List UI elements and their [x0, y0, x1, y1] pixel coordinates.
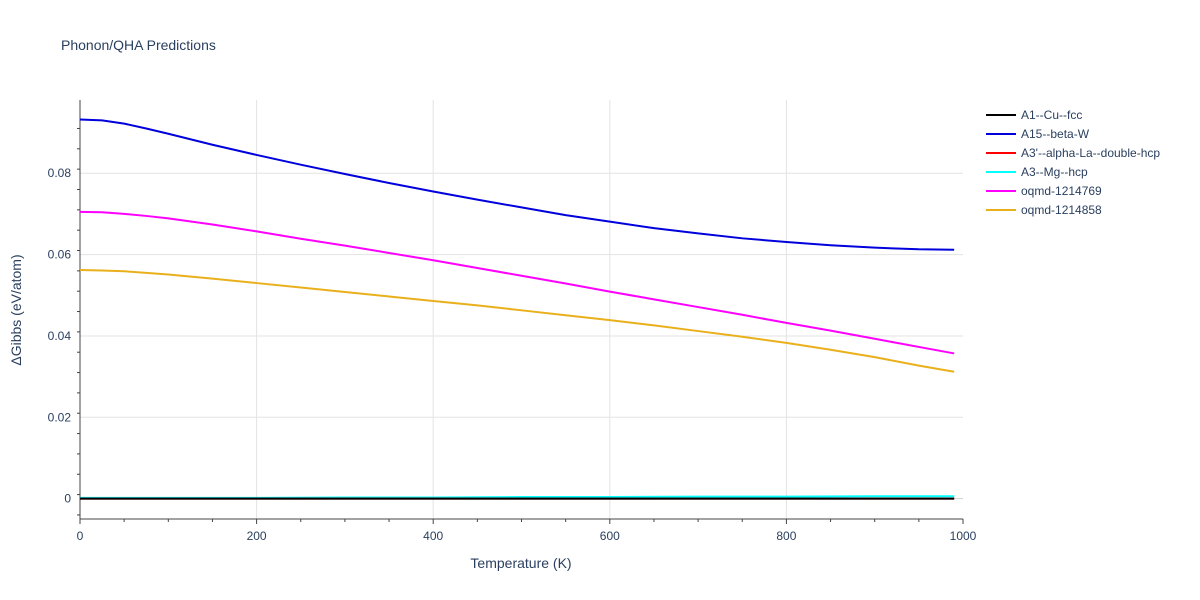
legend-label: oqmd-1214858 — [1021, 203, 1102, 217]
legend-label: A3--Mg--hcp — [1021, 165, 1088, 179]
legend-item[interactable]: A3--Mg--hcp — [986, 165, 1088, 179]
legend-item[interactable]: A15--beta-W — [986, 127, 1090, 141]
plot-area[interactable] — [79, 118, 955, 500]
chart-title: Phonon/QHA Predictions — [61, 37, 216, 53]
x-tick-labels: 0 200 400 600 800 1000 — [77, 529, 977, 543]
x-tick-label: 800 — [776, 529, 796, 543]
x-tick-label: 600 — [600, 529, 620, 543]
series-line-oqmd-1214858[interactable] — [79, 269, 955, 373]
series-line-oqmd-1214769[interactable] — [79, 210, 955, 355]
axes — [77, 100, 964, 524]
x-tick-label: 1000 — [950, 529, 977, 543]
legend-label: A1--Cu--fcc — [1021, 108, 1082, 122]
y-tick-label: 0.02 — [48, 410, 72, 424]
y-tick-label: 0 — [64, 492, 71, 506]
legend-label: A15--beta-W — [1021, 127, 1090, 141]
legend-item[interactable]: A1--Cu--fcc — [986, 108, 1082, 122]
x-tick-label: 400 — [423, 529, 443, 543]
legend-label: oqmd-1214769 — [1021, 184, 1102, 198]
legend-item[interactable]: oqmd-1214858 — [986, 203, 1102, 217]
x-tick-label: 0 — [77, 529, 84, 543]
legend-label: A3'--alpha-La--double-hcp — [1021, 146, 1160, 160]
x-axis-title: Temperature (K) — [470, 555, 571, 571]
y-tick-label: 0.08 — [48, 166, 72, 180]
x-tick-label: 200 — [247, 529, 267, 543]
y-axis-title: ΔGibbs (eV/atom) — [8, 254, 24, 365]
y-tick-label: 0.04 — [48, 329, 72, 343]
legend-item[interactable]: A3'--alpha-La--double-hcp — [986, 146, 1160, 160]
y-tick-label: 0.06 — [48, 248, 72, 262]
series-line-A15--beta-W[interactable] — [79, 118, 955, 251]
y-tick-labels: 0 0.02 0.04 0.06 0.08 — [48, 166, 72, 505]
legend-item[interactable]: oqmd-1214769 — [986, 184, 1102, 198]
legend: A1--Cu--fcc A15--beta-W A3'--alpha-La--dou… — [986, 108, 1160, 217]
